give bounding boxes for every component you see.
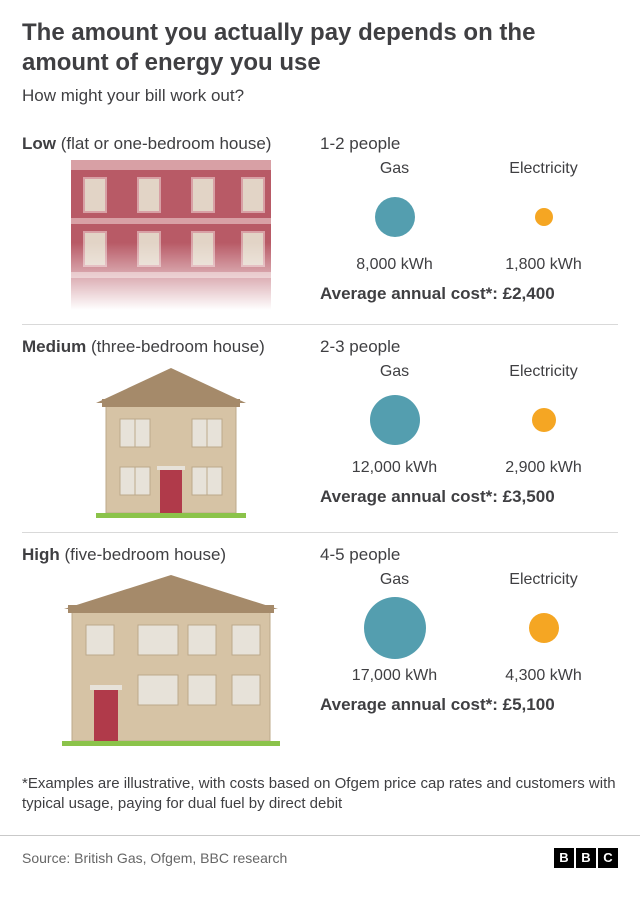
gas-label: Gas — [380, 363, 409, 381]
infographic-panel: The amount you actually pay depends on t… — [0, 0, 640, 835]
source-text: Source: British Gas, Ofgem, BBC research — [22, 850, 287, 866]
gas-value: 17,000 kWh — [352, 667, 437, 685]
gas-column: Gas 12,000 kWh — [320, 363, 469, 477]
people-count: 4-5 people — [320, 545, 618, 565]
footer: Source: British Gas, Ofgem, BBC research… — [0, 835, 640, 880]
electricity-label: Electricity — [509, 571, 577, 589]
gas-bubble — [370, 395, 420, 445]
gas-value: 12,000 kWh — [352, 459, 437, 477]
gas-value: 8,000 kWh — [356, 256, 432, 274]
title: The amount you actually pay depends on t… — [22, 18, 618, 78]
electricity-label: Electricity — [509, 160, 577, 178]
tier-right: 2-3 people Gas 12,000 kWh Electricity 2,… — [320, 337, 618, 518]
electricity-column: Electricity 2,900 kWh — [469, 363, 618, 477]
tier-label: Low (flat or one-bedroom house) — [22, 134, 320, 154]
electricity-column: Electricity 1,800 kWh — [469, 160, 618, 274]
gas-label: Gas — [380, 571, 409, 589]
tier-illustration — [22, 571, 320, 746]
electricity-value: 1,800 kWh — [505, 256, 581, 274]
footnote: *Examples are illustrative, with costs b… — [22, 774, 618, 825]
electricity-bubble — [535, 208, 553, 226]
tier-left: Medium (three-bedroom house) — [22, 337, 320, 518]
tier-label: High (five-bedroom house) — [22, 545, 320, 565]
house-medium-icon — [86, 363, 256, 518]
electricity-label: Electricity — [509, 363, 577, 381]
tier-right: 1-2 people Gas 8,000 kWh Electricity 1,8… — [320, 134, 618, 310]
subtitle: How might your bill work out? — [22, 86, 618, 106]
electricity-bubble — [529, 613, 559, 643]
annual-cost: Average annual cost*: £2,400 — [320, 284, 618, 304]
tier-label: Medium (three-bedroom house) — [22, 337, 320, 357]
electricity-bubble — [532, 408, 556, 432]
tier-medium: Medium (three-bedroom house) 2-3 people … — [22, 324, 618, 532]
people-count: 2-3 people — [320, 337, 618, 357]
tier-high: High (five-bedroom house) 4-5 people Gas… — [22, 532, 618, 760]
bbc-logo-b1: B — [554, 848, 574, 868]
gas-bubble — [364, 597, 426, 659]
flat-icon — [66, 160, 276, 310]
tier-left: High (five-bedroom house) — [22, 545, 320, 746]
electricity-value: 2,900 kWh — [505, 459, 581, 477]
tiers-container: Low (flat or one-bedroom house) 1-2 peop… — [22, 122, 618, 760]
tier-low: Low (flat or one-bedroom house) 1-2 peop… — [22, 122, 618, 324]
tier-left: Low (flat or one-bedroom house) — [22, 134, 320, 310]
bbc-logo-b2: B — [576, 848, 596, 868]
gas-column: Gas 17,000 kWh — [320, 571, 469, 685]
energy-row: Gas 8,000 kWh Electricity 1,800 kWh — [320, 160, 618, 274]
tier-right: 4-5 people Gas 17,000 kWh Electricity 4,… — [320, 545, 618, 746]
tier-illustration — [22, 363, 320, 518]
bbc-logo: B B C — [554, 848, 618, 868]
bbc-logo-c: C — [598, 848, 618, 868]
people-count: 1-2 people — [320, 134, 618, 154]
house-large-icon — [56, 571, 286, 746]
annual-cost: Average annual cost*: £3,500 — [320, 487, 618, 507]
gas-column: Gas 8,000 kWh — [320, 160, 469, 274]
energy-row: Gas 17,000 kWh Electricity 4,300 kWh — [320, 571, 618, 685]
electricity-value: 4,300 kWh — [505, 667, 581, 685]
energy-row: Gas 12,000 kWh Electricity 2,900 kWh — [320, 363, 618, 477]
annual-cost: Average annual cost*: £5,100 — [320, 695, 618, 715]
tier-illustration — [22, 160, 320, 310]
gas-bubble — [375, 197, 415, 237]
gas-label: Gas — [380, 160, 409, 178]
electricity-column: Electricity 4,300 kWh — [469, 571, 618, 685]
